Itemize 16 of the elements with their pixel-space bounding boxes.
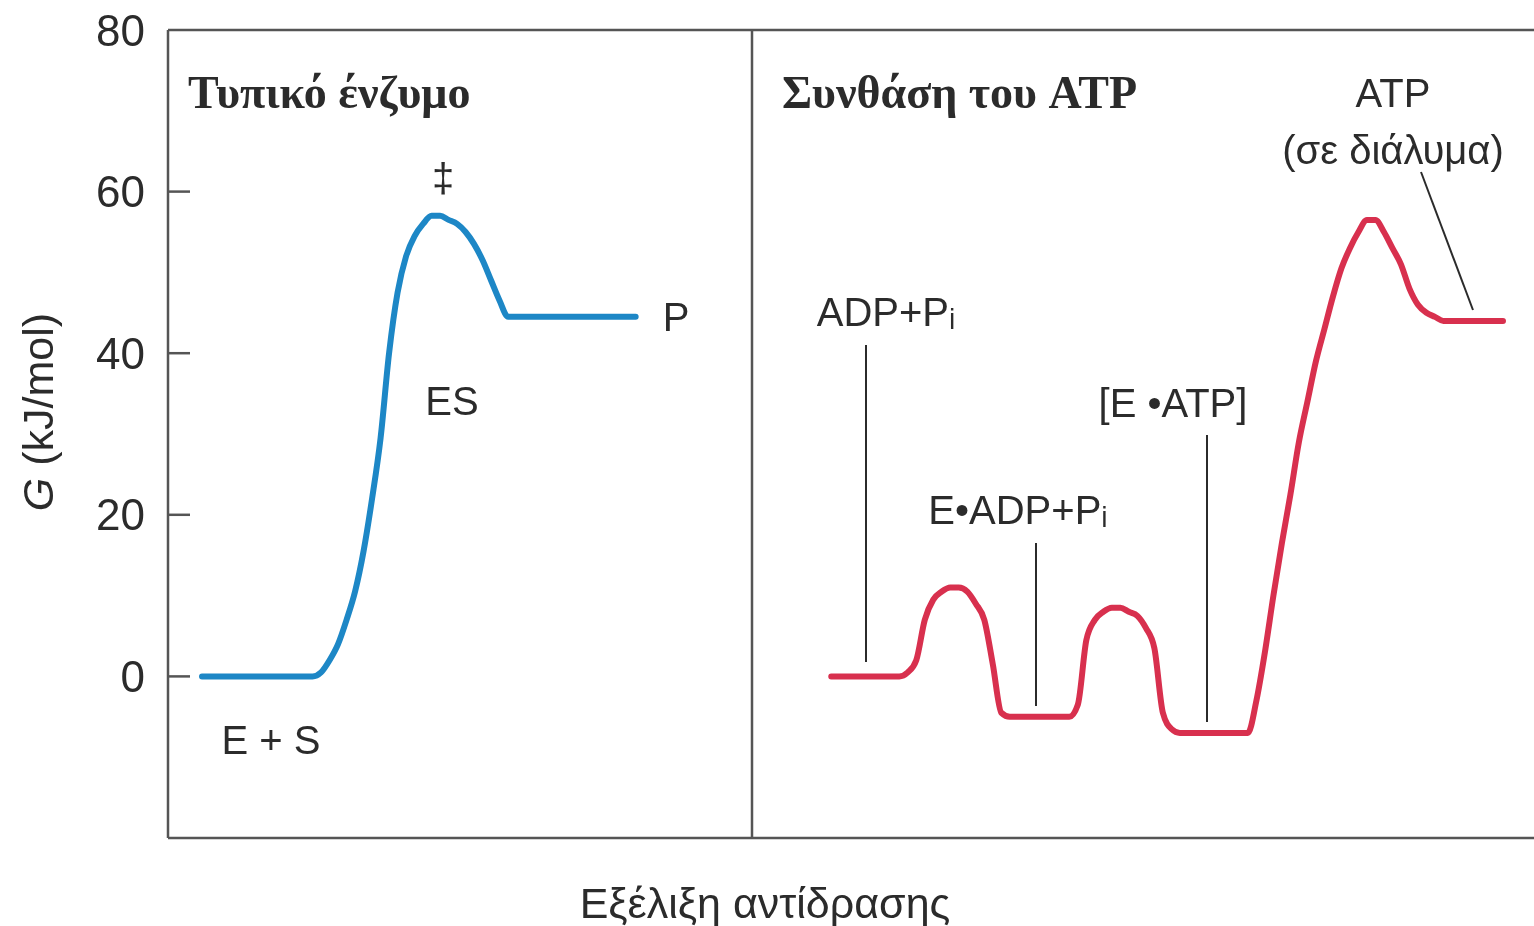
y-tick-label: 20 [96, 490, 145, 540]
y-tick-label: 40 [96, 328, 145, 378]
y-tick-label: 60 [96, 167, 145, 217]
annotation: [E •ATP] [1098, 381, 1248, 425]
annotation: ES [425, 379, 479, 423]
annotation: ‡ [431, 156, 455, 200]
annotation: Συνθάση του ATP [782, 66, 1137, 118]
annotation: ATP (σε διάλυμα) [1282, 71, 1504, 172]
y-axis-title: G (kJ/mol) [14, 312, 62, 512]
annotation: E•ADP+Pᵢ [928, 488, 1108, 532]
annotation: P [662, 295, 690, 339]
annotation: ADP+Pᵢ [816, 290, 956, 334]
annotation: E + S [221, 718, 321, 762]
y-tick-label: 0 [120, 651, 145, 701]
y-tick-label: 80 [96, 5, 145, 55]
annotation: Τυπικό ένζυμο [188, 66, 471, 118]
